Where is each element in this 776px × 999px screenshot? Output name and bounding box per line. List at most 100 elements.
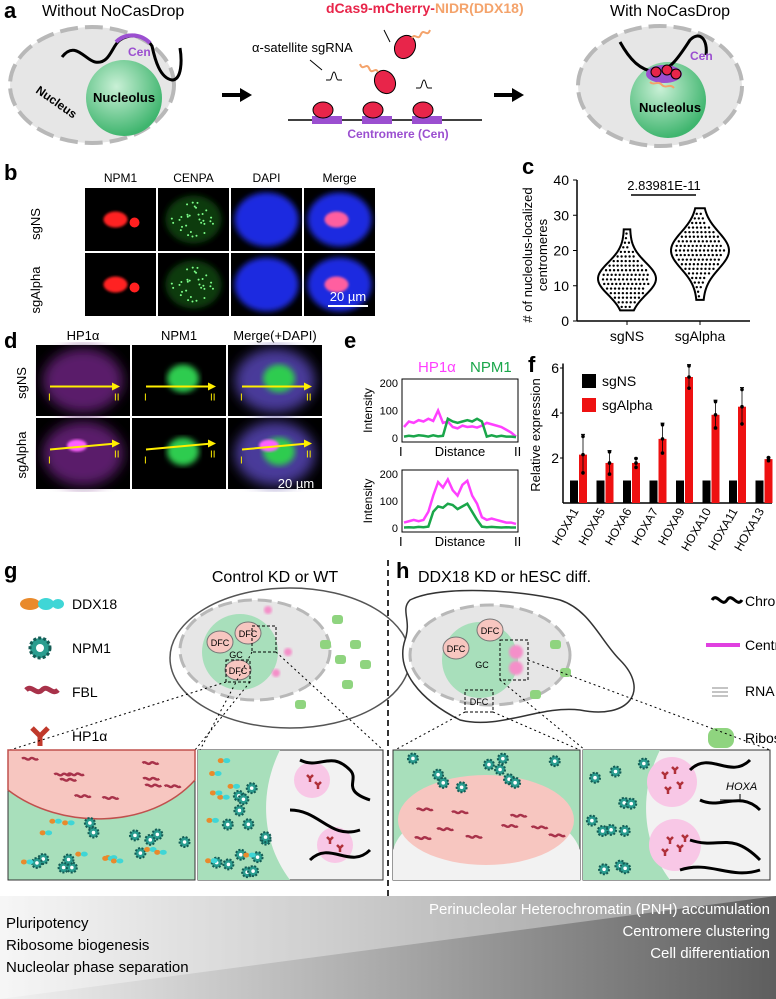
data-point <box>709 240 713 243</box>
sgrna-label: α-satellite sgRNA <box>252 40 353 55</box>
data-point <box>693 281 697 284</box>
data-point <box>621 287 625 290</box>
arrowhead-icon <box>304 439 312 448</box>
data-point <box>634 273 637 277</box>
plot-frame <box>401 378 519 443</box>
hp1a-icon <box>671 766 679 774</box>
legend-ribosome: Ribosome <box>745 730 776 746</box>
data-point <box>641 278 645 281</box>
data-point <box>628 264 631 267</box>
trend-left-3: Nucleolar phase separation <box>6 959 189 976</box>
zoom-box-pnh: HOXA <box>582 749 771 881</box>
y-tick-label: 20 <box>553 243 569 259</box>
data-point <box>611 282 614 286</box>
data-point <box>641 291 645 295</box>
panel-b: b NPM1 CENPA DAPI Merge sgNS sgAlpha 20 µm <box>4 160 375 316</box>
data-point <box>628 259 631 263</box>
data-point <box>636 264 639 267</box>
data-point <box>624 269 628 272</box>
data-point <box>629 301 632 304</box>
data-point <box>695 244 698 248</box>
y-tick-label: 200 <box>380 378 398 390</box>
data-point <box>621 296 625 299</box>
panel-h: h DDX18 KD or hESC diff. Chromatin Centr… <box>392 558 776 881</box>
fbl-icon <box>436 827 455 832</box>
arrow-end-label: II <box>114 393 120 404</box>
ddx18-icon <box>209 790 216 796</box>
data-point <box>621 291 625 295</box>
panel-title: Control KD or WT <box>212 569 338 586</box>
data-point <box>701 217 705 220</box>
panel-label: c <box>522 154 534 179</box>
data-point <box>704 267 707 271</box>
ddx18-icon <box>217 794 224 800</box>
fbl-icon <box>415 807 434 812</box>
fbl-icon <box>144 783 163 788</box>
data-point <box>691 244 694 248</box>
arrow-start-label: I <box>48 393 51 404</box>
data-point <box>699 244 702 248</box>
profile-arrow <box>145 442 213 451</box>
data-point <box>637 287 641 290</box>
data-point <box>609 278 613 281</box>
column-header: NPM1 <box>104 171 138 185</box>
micrograph <box>85 188 156 251</box>
data-point <box>620 305 623 309</box>
row-label-sgns: sgNS <box>28 208 43 240</box>
arrow-start-label: I <box>240 456 243 467</box>
data-point <box>686 249 690 252</box>
panel-label: f <box>528 352 536 377</box>
p-value-annotation: 2.83981E-11 <box>627 178 701 193</box>
panel-g: g Control KD or WT DDX18 NPM1 FBL HP1α D… <box>4 558 411 881</box>
data-point <box>613 278 617 281</box>
fbl-icon <box>101 795 120 801</box>
fbl-icon <box>73 794 92 799</box>
data-point <box>628 255 631 258</box>
data-point <box>703 272 707 275</box>
data-point <box>711 253 714 257</box>
zoom-box-dfc-gc-kd <box>392 749 581 881</box>
data-point <box>625 291 629 295</box>
bar-sgNS-HOXA9 <box>676 480 684 503</box>
data-point <box>699 276 702 280</box>
y-tick-label: 100 <box>380 496 398 508</box>
ddx18-icon <box>206 817 213 823</box>
data-point <box>623 250 627 254</box>
data-point <box>701 258 705 261</box>
fbl-icon <box>414 835 432 841</box>
data-point <box>703 244 706 248</box>
bar-sgAlpha-HOXA10 <box>711 414 720 503</box>
fbl-icon <box>465 834 483 839</box>
hp1a-icon <box>681 834 689 842</box>
data-point <box>627 282 630 286</box>
data-point <box>647 282 650 286</box>
panel-label: g <box>4 558 17 583</box>
dfc-label: DFC <box>481 626 500 636</box>
data-point <box>700 263 704 266</box>
legend-label: sgAlpha <box>602 397 653 413</box>
data-point <box>581 471 585 475</box>
x-end-label: II <box>514 444 521 459</box>
data-point <box>677 240 681 243</box>
chromatin-icon <box>299 758 371 802</box>
hp1a-icon <box>676 844 684 852</box>
data-point <box>617 291 621 295</box>
micrograph: III <box>132 418 226 489</box>
gc-label: GC <box>475 660 489 670</box>
arrow-end-label: II <box>306 450 312 461</box>
hp1a-icon <box>314 781 322 789</box>
data-point <box>696 263 700 266</box>
centromere-label: Centromere (Cen) <box>347 127 448 141</box>
data-point <box>633 291 637 295</box>
arrow-start-label: I <box>48 456 51 467</box>
data-point <box>740 387 744 392</box>
data-point <box>635 282 638 286</box>
data-point <box>714 249 718 252</box>
data-point <box>703 276 706 280</box>
data-point <box>630 273 633 277</box>
zoom-box-gc-periphery <box>197 749 384 881</box>
micrograph <box>231 188 302 251</box>
micrograph <box>231 253 302 316</box>
